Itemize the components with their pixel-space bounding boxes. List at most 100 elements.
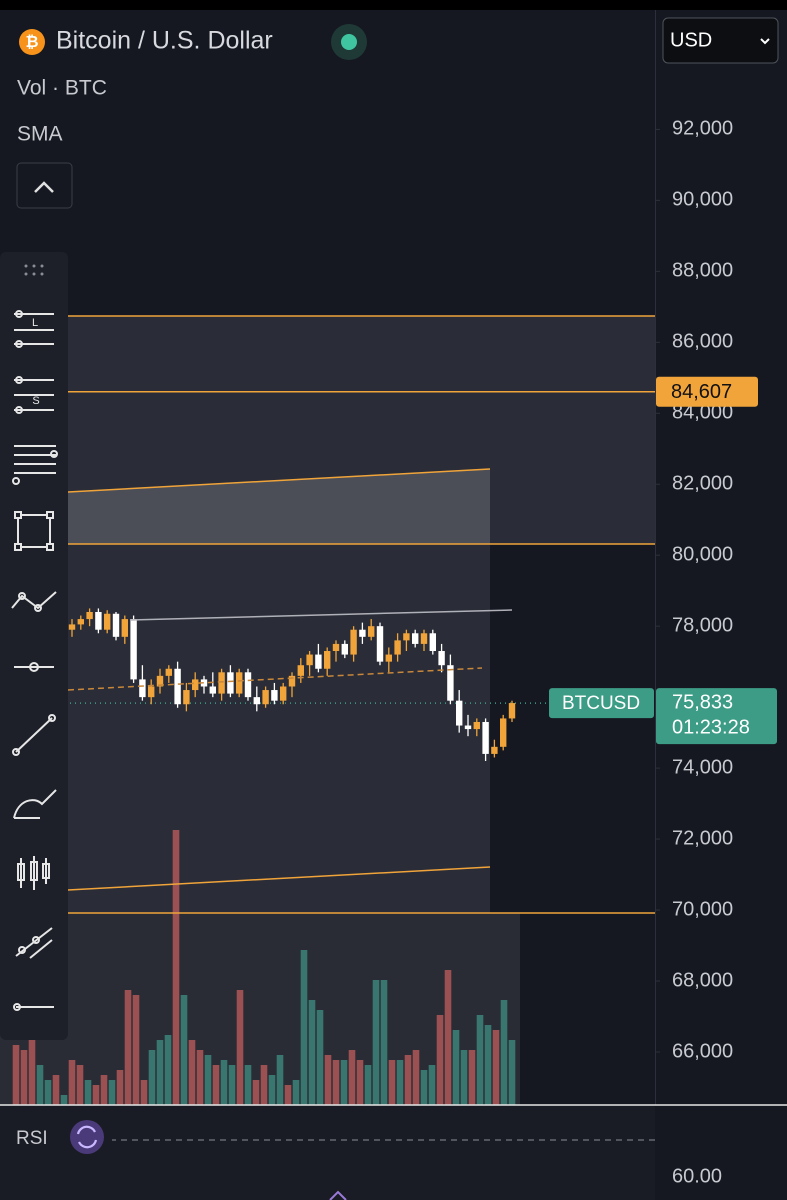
volume-bar	[460, 1050, 468, 1105]
candle-body	[500, 718, 507, 747]
candle-body	[359, 629, 366, 637]
volume-bar	[492, 1030, 500, 1105]
volume-bar	[484, 1025, 492, 1105]
candle-body	[508, 703, 516, 719]
plot	[0, 390, 655, 1105]
status-dot	[341, 34, 357, 50]
volume-bar	[324, 1055, 332, 1105]
tool-path[interactable]	[11, 591, 57, 612]
volume-bar	[68, 1060, 76, 1105]
candle-body	[77, 619, 84, 625]
tool-horizontal-ray[interactable]	[14, 662, 54, 672]
volume-bar	[36, 1065, 44, 1105]
volume-bar	[444, 970, 452, 1105]
candle-body	[420, 633, 428, 644]
y-tick-label: 80,000	[672, 543, 733, 565]
candle-body	[192, 679, 199, 691]
volume-bar	[476, 1015, 484, 1105]
select-caret	[760, 38, 770, 45]
volume-bar	[204, 1055, 212, 1105]
y-tick-label: 88,000	[672, 260, 733, 282]
sma-legend: SMA	[17, 123, 63, 146]
candle-body	[130, 619, 137, 680]
tool-bars-pattern[interactable]	[17, 856, 50, 890]
volume-bar	[108, 1080, 116, 1105]
candle-body	[350, 629, 357, 655]
candle-body	[253, 697, 260, 705]
volume-bar	[500, 1000, 508, 1105]
candle-body	[315, 654, 322, 669]
candle-body	[209, 686, 216, 694]
volume-bar	[364, 1065, 372, 1105]
tool-trend-line[interactable]	[12, 714, 56, 756]
volume-bar	[132, 995, 140, 1105]
symbol-label: BTCUSD	[562, 693, 640, 714]
candle-body	[324, 651, 331, 669]
countdown-label: 01:23:28	[672, 716, 750, 738]
tool-fib[interactable]	[12, 445, 58, 485]
rsi-icon-glyph	[76, 1125, 98, 1149]
btc-icon	[19, 29, 45, 55]
volume-bar	[332, 1060, 340, 1105]
candle-body	[464, 725, 472, 730]
volume-bar	[76, 1065, 84, 1105]
candle-body	[174, 668, 181, 705]
channel-line	[67, 468, 491, 493]
candle-body	[104, 613, 111, 630]
sma-line	[129, 609, 513, 621]
y-tick-label: 68,000	[672, 969, 733, 991]
svg-text:L: L	[32, 317, 38, 329]
volume-bar	[84, 1080, 92, 1105]
volume-bar	[428, 1065, 436, 1105]
channel-mid	[67, 667, 483, 691]
volume-bar	[148, 1050, 156, 1105]
volume-bar	[508, 1040, 516, 1105]
volume-bar	[156, 1040, 164, 1105]
y-tick-label: 70,000	[672, 898, 733, 920]
candle-body	[394, 640, 401, 655]
candle-body	[412, 633, 419, 644]
rsi-icon[interactable]	[70, 1120, 104, 1154]
volume-bar	[100, 1075, 108, 1105]
volume-bar	[212, 1065, 220, 1105]
range-zone	[0, 544, 490, 913]
currency-select[interactable]	[662, 17, 779, 64]
tool-brush[interactable]	[13, 789, 57, 819]
collapse-button[interactable]	[16, 162, 73, 209]
candle-body	[165, 668, 172, 676]
volume-bar	[300, 950, 308, 1105]
tool-long[interactable]: L	[14, 310, 54, 348]
volume-bar	[316, 1010, 324, 1105]
y-tick-label: 66,000	[672, 1040, 733, 1062]
candle-body	[262, 690, 269, 705]
volume-bar	[436, 1015, 444, 1105]
volume-bar	[92, 1085, 100, 1105]
volume-bar	[396, 1060, 404, 1105]
volume-bar	[404, 1055, 412, 1105]
volume-bar	[220, 1060, 228, 1105]
rsi-title: RSI	[16, 1128, 48, 1149]
volume-bar	[388, 1060, 396, 1105]
price-line-tag	[656, 376, 758, 407]
tool-rectangle[interactable]	[14, 511, 54, 551]
volume-bar	[412, 1050, 420, 1105]
symbol-tag	[549, 688, 654, 719]
candle-body	[403, 633, 410, 641]
candle-body	[121, 619, 128, 637]
y-tick-label: 90,000	[672, 189, 733, 211]
symbol-title: Bitcoin / U.S. Dollar	[56, 27, 273, 55]
currency-label: USD	[670, 29, 712, 51]
volume-bar	[20, 1050, 28, 1105]
volume-bar	[292, 1080, 300, 1105]
rsi-axis	[655, 1106, 787, 1200]
volume-bar	[180, 995, 188, 1105]
candle-body	[148, 686, 155, 698]
y-tick-label: 78,000	[672, 614, 733, 636]
rsi-tick-label: 60.00	[672, 1165, 722, 1187]
tool-line[interactable]	[13, 1003, 54, 1011]
tool-short[interactable]: S	[14, 376, 54, 414]
candle-body	[429, 633, 436, 652]
tool-projection[interactable]	[15, 927, 53, 959]
